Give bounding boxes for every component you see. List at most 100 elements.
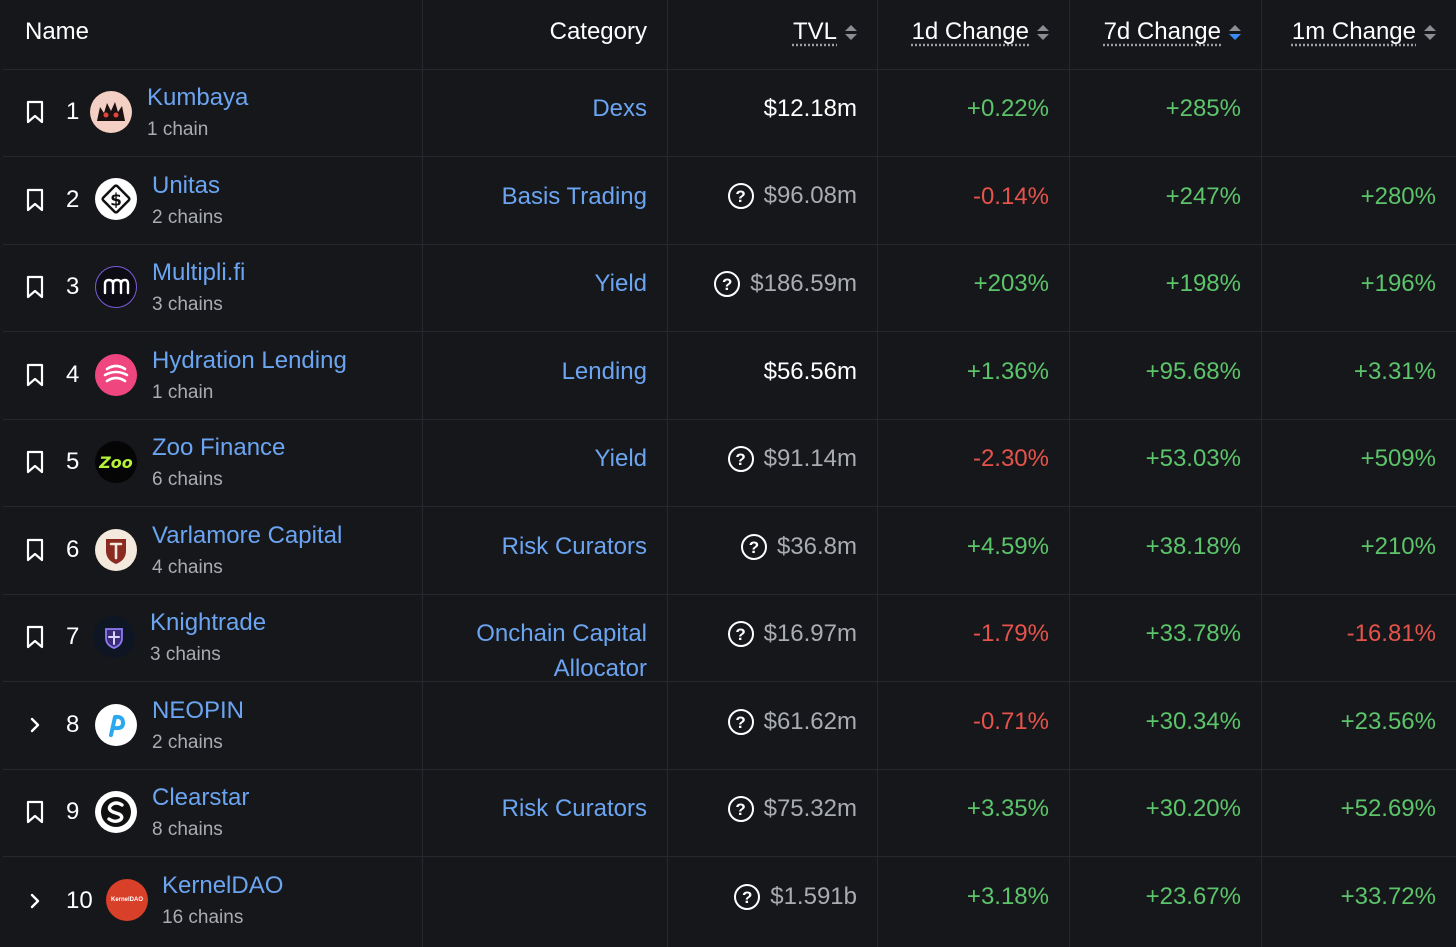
header-name: Name (25, 18, 90, 45)
chains-count: 3 chains (150, 644, 221, 665)
category-link[interactable]: Yield (594, 270, 647, 297)
category-link[interactable]: Risk Curators (501, 533, 647, 560)
change-1d: -0.14% (972, 183, 1049, 210)
tvl-value: $61.62m (763, 708, 857, 735)
header-7d-cell[interactable]: 7d Change (1070, 0, 1262, 69)
header-1m-change[interactable]: 1m Change (1291, 18, 1416, 45)
table-row[interactable]: 8 NEOPIN 2 chains ? $61.62m -0.71% +30.34… (3, 682, 1456, 770)
table-row[interactable]: 1 Kumbaya 1 chain Dexs $12.18m +0.22% +2… (3, 70, 1456, 157)
protocol-name-link[interactable]: Multipli.fi (152, 259, 246, 286)
tvl-value: $75.32m (763, 795, 857, 822)
question-circle-icon[interactable]: ? (727, 621, 754, 647)
tvl-value: $96.08m (763, 182, 857, 209)
protocol-name-link[interactable]: KernelDAO (162, 872, 284, 899)
sort-active-icon[interactable] (1229, 24, 1241, 40)
table-row[interactable]: 2 $ Unitas 2 chains Basis Trading ? $96.0… (3, 157, 1456, 245)
chains-count: 2 chains (152, 732, 223, 753)
change-7d: +285% (1165, 95, 1241, 122)
header-7d-change[interactable]: 7d Change (1103, 18, 1221, 45)
change-1m: +23.56% (1340, 708, 1436, 735)
question-circle-icon[interactable]: ? (727, 183, 754, 209)
change-7d: +23.67% (1145, 883, 1241, 910)
tvl-value: $56.56m (763, 358, 857, 385)
kerneldao-logo: KernelDAO (106, 879, 148, 921)
neopin-logo (95, 704, 137, 746)
rank: 10 (66, 887, 93, 914)
bookmark-icon[interactable] (25, 188, 45, 212)
protocol-name-link[interactable]: Hydration Lending (152, 347, 347, 374)
tvl-value: $12.18m (763, 95, 857, 122)
unitas-logo: $ (95, 178, 137, 220)
sort-icon[interactable] (1037, 24, 1049, 40)
question-circle-icon[interactable]: ? (734, 884, 761, 910)
header-1d-cell[interactable]: 1d Change (878, 0, 1070, 69)
category-link[interactable]: Lending (561, 358, 647, 385)
bookmark-icon[interactable] (25, 450, 45, 474)
table-row[interactable]: 6 Varlamore Capital 4 chains Risk Curato… (3, 507, 1456, 595)
change-1d: +0.22% (966, 95, 1049, 122)
category-link[interactable]: Onchain Capital Allocator (476, 620, 647, 682)
chains-count: 8 chains (152, 819, 223, 840)
question-circle-icon[interactable]: ? (740, 534, 767, 560)
bookmark-icon[interactable] (25, 538, 45, 562)
table-row[interactable]: 7 Knightrade 3 chains Onchain Capital Al… (3, 595, 1456, 682)
change-7d: +30.34% (1145, 708, 1241, 735)
bookmark-icon[interactable] (25, 100, 45, 124)
chevron-right-icon[interactable] (27, 889, 43, 913)
tvl-value: $91.14m (763, 445, 857, 472)
question-circle-icon[interactable]: ? (727, 446, 754, 472)
sort-icon[interactable] (845, 24, 857, 40)
change-7d: +53.03% (1145, 445, 1241, 472)
chains-count: 3 chains (152, 294, 223, 315)
protocol-name-link[interactable]: Kumbaya (147, 84, 249, 111)
category-link[interactable]: Basis Trading (501, 183, 647, 210)
question-circle-icon[interactable]: ? (727, 796, 754, 822)
rank: 5 (66, 448, 80, 475)
zoo-finance-logo: Zoo (95, 441, 137, 483)
question-circle-icon[interactable]: ? (714, 271, 741, 297)
change-1m: +196% (1360, 270, 1436, 297)
category-link[interactable]: Yield (594, 445, 647, 472)
bookmark-icon[interactable] (25, 625, 45, 649)
header-tvl-cell[interactable]: TVL (668, 0, 878, 69)
change-7d: +198% (1165, 270, 1241, 297)
bookmark-icon[interactable] (25, 275, 45, 299)
table-row[interactable]: 5 Zoo Zoo Finance 6 chains Yield ? $91.14… (3, 420, 1456, 507)
change-1m: +3.31% (1353, 358, 1436, 385)
protocol-name-link[interactable]: Clearstar (152, 784, 250, 811)
chains-count: 2 chains (152, 207, 223, 228)
protocol-name-link[interactable]: Zoo Finance (152, 434, 286, 461)
question-circle-icon[interactable]: ? (727, 709, 754, 735)
change-1m: +509% (1360, 445, 1436, 472)
header-tvl[interactable]: TVL (792, 18, 837, 45)
rank: 2 (66, 186, 80, 213)
protocols-table: Name Category TVL 1d Change 7d Change (3, 0, 1456, 947)
chevron-right-icon[interactable] (27, 713, 43, 737)
change-1d: -2.30% (972, 445, 1049, 472)
rank: 1 (66, 98, 80, 125)
table-header: Name Category TVL 1d Change 7d Change (3, 0, 1456, 70)
clearstar-logo (95, 791, 137, 833)
rank: 4 (66, 361, 80, 388)
table-row[interactable]: 9 Clearstar 8 chains Risk Curators ? $75.… (3, 770, 1456, 857)
header-1d-change[interactable]: 1d Change (911, 18, 1029, 45)
rank: 7 (66, 623, 80, 650)
header-1m-cell[interactable]: 1m Change (1262, 0, 1456, 69)
change-1d: -1.79% (972, 620, 1049, 647)
table-row[interactable]: 4 Hydration Lending 1 chain Lending $56.… (3, 332, 1456, 420)
bookmark-icon[interactable] (25, 363, 45, 387)
sort-icon[interactable] (1424, 24, 1436, 40)
table-row[interactable]: 3 Multipli.fi 3 chains Yield ? $186.59m +… (3, 245, 1456, 332)
protocol-name-link[interactable]: Knightrade (150, 609, 267, 636)
protocol-name-link[interactable]: Unitas (152, 172, 221, 199)
category-link[interactable]: Risk Curators (501, 795, 647, 822)
chains-count: 1 chain (147, 119, 209, 140)
table-row[interactable]: 10 KernelDAO KernelDAO 16 chains ? $1.591… (3, 857, 1456, 947)
protocol-name-link[interactable]: Varlamore Capital (152, 522, 343, 549)
change-1d: +4.59% (966, 533, 1049, 560)
bookmark-icon[interactable] (25, 800, 45, 824)
change-7d: +38.18% (1145, 533, 1241, 560)
category-link[interactable]: Dexs (592, 95, 647, 122)
protocol-name-link[interactable]: NEOPIN (152, 697, 245, 724)
tvl-value: $36.8m (776, 533, 857, 560)
